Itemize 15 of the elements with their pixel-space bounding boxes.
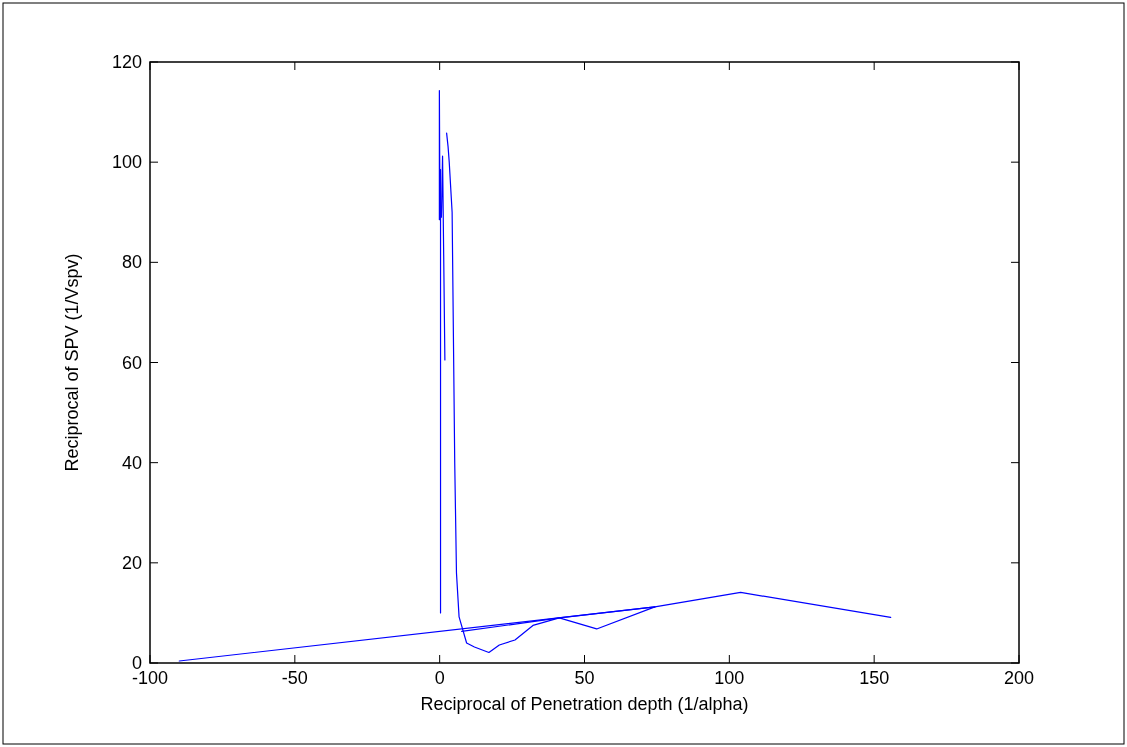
x-tick-label: 0 [434, 668, 445, 688]
y-tick-label: 60 [121, 352, 142, 373]
y-tick-label: 100 [111, 152, 142, 173]
y-axis-title: Reciprocal of SPV (1/Vspv) [62, 253, 82, 472]
y-tick-label: 120 [111, 52, 142, 72]
x-tick-label: 50 [574, 668, 595, 688]
y-tick-label: 20 [121, 552, 142, 573]
x-tick-label: -50 [281, 668, 308, 688]
y-tick-label: 40 [121, 452, 142, 473]
x-tick-label: 200 [1003, 668, 1035, 688]
x-tick-label: 100 [714, 668, 745, 688]
x-tick-label: -100 [131, 668, 169, 688]
y-tick-label: 80 [121, 252, 142, 273]
x-tick-label: 150 [859, 668, 890, 688]
x-axis-title: Reciprocal of Penetration depth (1/alpha) [420, 694, 749, 714]
